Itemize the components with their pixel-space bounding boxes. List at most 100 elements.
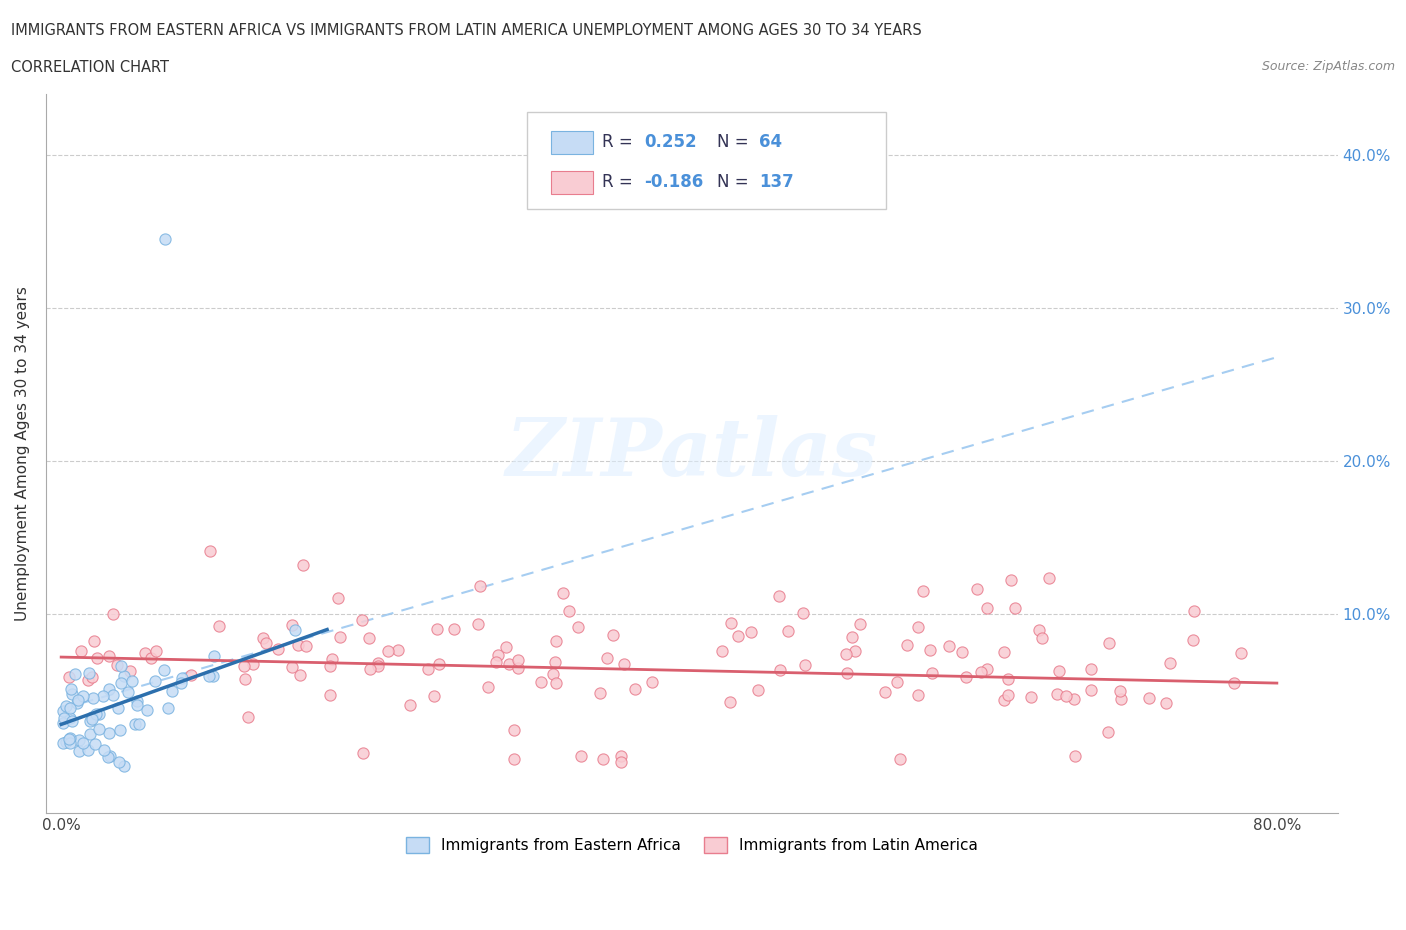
Immigrants from Latin America xyxy=(993,692,1015,707)
Immigrants from Latin America xyxy=(423,688,446,703)
Immigrants from Latin America xyxy=(287,637,309,652)
Immigrants from Latin America xyxy=(886,674,908,689)
Immigrants from Eastern Africa xyxy=(79,726,101,741)
Immigrants from Latin America xyxy=(82,670,104,684)
Immigrants from Latin America xyxy=(427,657,450,671)
Immigrants from Latin America xyxy=(387,643,409,658)
Immigrants from Latin America xyxy=(841,630,863,644)
Immigrants from Latin America xyxy=(498,657,520,671)
Immigrants from Eastern Africa xyxy=(67,693,90,708)
Immigrants from Latin America xyxy=(911,584,934,599)
Immigrants from Latin America xyxy=(921,666,943,681)
Immigrants from Latin America xyxy=(1019,689,1042,704)
Immigrants from Latin America xyxy=(321,652,343,667)
Immigrants from Eastern Africa xyxy=(198,669,221,684)
Immigrants from Latin America xyxy=(236,710,259,724)
Immigrants from Eastern Africa xyxy=(58,736,80,751)
Immigrants from Eastern Africa xyxy=(170,676,193,691)
Immigrants from Eastern Africa xyxy=(128,717,150,732)
Immigrants from Latin America xyxy=(506,652,529,667)
Immigrants from Latin America xyxy=(1038,571,1060,586)
Immigrants from Eastern Africa xyxy=(60,687,83,702)
Immigrants from Latin America xyxy=(544,654,567,669)
Immigrants from Latin America xyxy=(551,586,574,601)
Immigrants from Latin America xyxy=(252,631,274,645)
Immigrants from Latin America xyxy=(592,751,614,766)
Immigrants from Latin America xyxy=(503,723,526,737)
Text: Source: ZipAtlas.com: Source: ZipAtlas.com xyxy=(1261,60,1395,73)
Immigrants from Latin America xyxy=(145,644,167,658)
Immigrants from Latin America xyxy=(938,638,960,653)
Immigrants from Latin America xyxy=(596,650,619,665)
Immigrants from Latin America xyxy=(1109,691,1132,706)
Immigrants from Eastern Africa xyxy=(79,714,101,729)
Immigrants from Latin America xyxy=(896,638,918,653)
Immigrants from Latin America xyxy=(485,655,508,670)
Text: R =: R = xyxy=(602,173,638,192)
Text: CORRELATION CHART: CORRELATION CHART xyxy=(11,60,169,75)
Immigrants from Latin America xyxy=(1054,689,1077,704)
Immigrants from Latin America xyxy=(558,604,581,618)
Immigrants from Latin America xyxy=(198,543,221,558)
Immigrants from Eastern Africa xyxy=(52,704,75,719)
Immigrants from Latin America xyxy=(844,644,866,658)
Immigrants from Eastern Africa xyxy=(107,701,129,716)
Immigrants from Eastern Africa xyxy=(72,736,94,751)
Immigrants from Latin America xyxy=(120,664,142,679)
Immigrants from Latin America xyxy=(873,684,896,699)
Immigrants from Latin America xyxy=(233,671,256,686)
Immigrants from Eastern Africa xyxy=(93,742,115,757)
Immigrants from Eastern Africa xyxy=(121,673,143,688)
Immigrants from Latin America xyxy=(329,629,352,644)
Immigrants from Latin America xyxy=(970,664,993,679)
Immigrants from Eastern Africa xyxy=(55,735,77,750)
Immigrants from Latin America xyxy=(1063,692,1085,707)
Immigrants from Latin America xyxy=(544,676,567,691)
Immigrants from Latin America xyxy=(792,605,814,620)
Immigrants from Latin America xyxy=(266,642,288,657)
Immigrants from Latin America xyxy=(83,633,105,648)
Immigrants from Latin America xyxy=(966,581,988,596)
Immigrants from Eastern Africa xyxy=(110,676,132,691)
Immigrants from Latin America xyxy=(1080,662,1102,677)
Immigrants from Latin America xyxy=(976,601,998,616)
Immigrants from Latin America xyxy=(1154,696,1177,711)
Immigrants from Latin America xyxy=(352,612,374,627)
Immigrants from Latin America xyxy=(319,687,342,702)
Immigrants from Latin America xyxy=(467,617,489,631)
Y-axis label: Unemployment Among Ages 30 to 34 years: Unemployment Among Ages 30 to 34 years xyxy=(15,286,30,621)
Immigrants from Eastern Africa xyxy=(107,754,129,769)
Immigrants from Latin America xyxy=(950,644,973,659)
Immigrants from Eastern Africa xyxy=(156,700,179,715)
Immigrants from Eastern Africa xyxy=(283,623,305,638)
Immigrants from Eastern Africa xyxy=(160,684,183,698)
Immigrants from Latin America xyxy=(720,616,742,631)
Immigrants from Eastern Africa xyxy=(80,710,103,724)
Text: N =: N = xyxy=(717,133,754,152)
Immigrants from Latin America xyxy=(294,638,316,653)
Immigrants from Eastern Africa xyxy=(52,736,75,751)
Immigrants from Latin America xyxy=(58,670,80,684)
Immigrants from Latin America xyxy=(976,661,998,676)
Immigrants from Eastern Africa xyxy=(108,723,131,737)
Immigrants from Latin America xyxy=(778,623,800,638)
Immigrants from Latin America xyxy=(610,754,633,769)
Immigrants from Latin America xyxy=(589,685,612,700)
Immigrants from Eastern Africa xyxy=(98,725,121,740)
Immigrants from Latin America xyxy=(769,663,792,678)
Immigrants from Eastern Africa xyxy=(84,737,107,751)
Immigrants from Latin America xyxy=(377,644,399,658)
Immigrants from Eastern Africa xyxy=(97,750,120,764)
Immigrants from Latin America xyxy=(837,665,859,680)
Immigrants from Eastern Africa xyxy=(59,730,82,745)
Immigrants from Eastern Africa xyxy=(89,722,111,737)
Immigrants from Eastern Africa xyxy=(66,696,89,711)
Immigrants from Latin America xyxy=(134,646,156,661)
Immigrants from Latin America xyxy=(1182,632,1205,647)
Immigrants from Latin America xyxy=(101,607,124,622)
Immigrants from Latin America xyxy=(1028,622,1050,637)
Immigrants from Latin America xyxy=(486,648,509,663)
Immigrants from Latin America xyxy=(180,668,202,683)
Immigrants from Latin America xyxy=(718,695,741,710)
Immigrants from Latin America xyxy=(443,621,465,636)
